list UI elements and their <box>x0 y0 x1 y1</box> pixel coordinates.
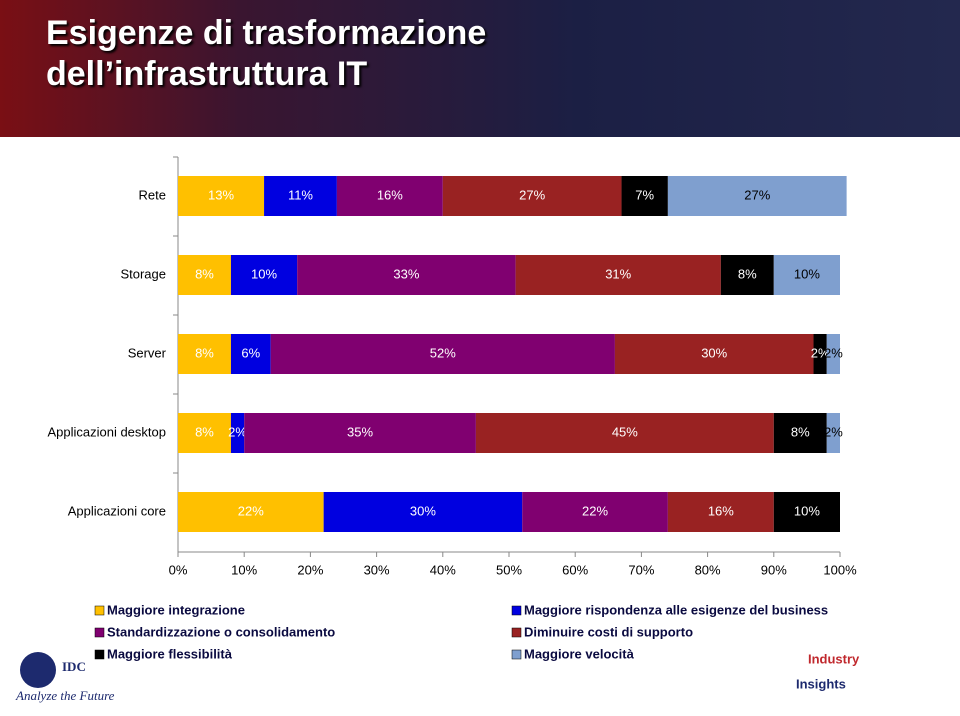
y-tick-label: Server <box>128 345 167 360</box>
legend-label: Maggiore integrazione <box>107 602 245 617</box>
value-label: 16% <box>377 187 403 202</box>
value-label: 6% <box>241 345 260 360</box>
x-tick-label: 30% <box>364 562 390 577</box>
logo-left: IDC Analyze the Future <box>15 652 115 703</box>
legend-label: Maggiore velocità <box>524 646 635 661</box>
logo-text: IDC <box>62 659 86 674</box>
value-label: 10% <box>794 503 820 518</box>
logo-text: Analyze the Future <box>15 688 115 703</box>
value-label: 52% <box>430 345 456 360</box>
value-label: 30% <box>701 345 727 360</box>
x-tick-label: 40% <box>430 562 456 577</box>
value-label: 27% <box>744 187 770 202</box>
bar-segment <box>323 492 523 532</box>
bar-segment <box>230 255 298 295</box>
legend-label: Maggiore rispondenza alle esigenze del b… <box>524 602 828 617</box>
bar-segment <box>442 176 622 216</box>
value-label: 8% <box>195 345 214 360</box>
value-label: 10% <box>794 266 820 281</box>
title-line: dell’infrastruttura IT <box>46 55 368 93</box>
value-label: 31% <box>605 266 631 281</box>
bar-segment <box>621 176 668 216</box>
bar-segment <box>720 255 774 295</box>
value-label: 2% <box>824 424 843 439</box>
value-label: 27% <box>519 187 545 202</box>
y-tick-label: Applicazioni core <box>68 503 166 518</box>
value-label: 2% <box>811 345 830 360</box>
bar-segment <box>522 492 668 532</box>
value-label: 2% <box>824 345 843 360</box>
bar-segment <box>826 413 840 453</box>
value-label: 22% <box>582 503 608 518</box>
logo-text: Industry <box>808 651 860 666</box>
bar-segment <box>515 255 721 295</box>
x-tick-label: 60% <box>562 562 588 577</box>
legend-swatch <box>94 627 105 638</box>
bar-segment <box>270 334 615 374</box>
bar-segment <box>178 176 265 216</box>
bar-segment <box>264 176 337 216</box>
value-label: 8% <box>195 266 214 281</box>
bar-segment <box>826 334 840 374</box>
value-label: 22% <box>238 503 264 518</box>
legend-label: Standardizzazione o consolidamento <box>107 624 335 639</box>
bar-segment <box>475 413 774 453</box>
bar-segment <box>773 413 827 453</box>
legend-swatch <box>94 605 105 616</box>
legend-swatch <box>94 649 105 660</box>
x-tick-label: 70% <box>628 562 654 577</box>
bar-segment <box>667 492 774 532</box>
value-label: 2% <box>228 424 247 439</box>
value-label: 8% <box>738 266 757 281</box>
legend-swatch <box>511 605 522 616</box>
y-tick-label: Applicazioni desktop <box>47 424 166 439</box>
bar-segment <box>773 255 840 295</box>
x-tick-label: 20% <box>297 562 323 577</box>
title-line: Esigenze di trasformazione <box>46 14 487 52</box>
legend-label: Maggiore flessibilità <box>107 646 233 661</box>
legend-label: Diminuire costi di supporto <box>524 624 693 639</box>
bar-segment <box>773 492 840 532</box>
bar-segment <box>178 492 324 532</box>
value-label: 11% <box>288 187 313 202</box>
bar-segment <box>230 413 245 453</box>
value-label: 35% <box>347 424 373 439</box>
value-label: 7% <box>635 187 654 202</box>
logo-right: Industry Insights <box>796 651 860 691</box>
bar-segment <box>667 176 847 216</box>
y-tick-label: Storage <box>120 266 166 281</box>
x-tick-label: 80% <box>695 562 721 577</box>
value-label: 16% <box>708 503 734 518</box>
bar-segment <box>614 334 814 374</box>
bar-segment <box>297 255 516 295</box>
bar-segment <box>813 334 827 374</box>
bar-segment <box>244 413 476 453</box>
y-tick-label: Rete <box>139 187 166 202</box>
logo-text: Insights <box>796 676 846 691</box>
bar-segment <box>178 334 231 374</box>
value-label: 13% <box>208 187 234 202</box>
value-label: 8% <box>195 424 214 439</box>
bar-segment <box>178 413 231 453</box>
header: Esigenze di trasformazione dell’infrastr… <box>0 0 960 137</box>
x-tick-label: 0% <box>169 562 188 577</box>
legend-swatch <box>511 627 522 638</box>
x-tick-label: 10% <box>231 562 257 577</box>
x-tick-label: 50% <box>496 562 522 577</box>
value-label: 33% <box>393 266 419 281</box>
legend-swatch <box>511 649 522 660</box>
x-tick-label: 100% <box>823 562 857 577</box>
value-label: 10% <box>251 266 277 281</box>
value-label: 30% <box>410 503 436 518</box>
value-label: 8% <box>791 424 810 439</box>
bar-segment <box>178 255 231 295</box>
bar-segment <box>336 176 443 216</box>
value-label: 45% <box>612 424 638 439</box>
bar-segment <box>230 334 271 374</box>
x-tick-label: 90% <box>761 562 787 577</box>
